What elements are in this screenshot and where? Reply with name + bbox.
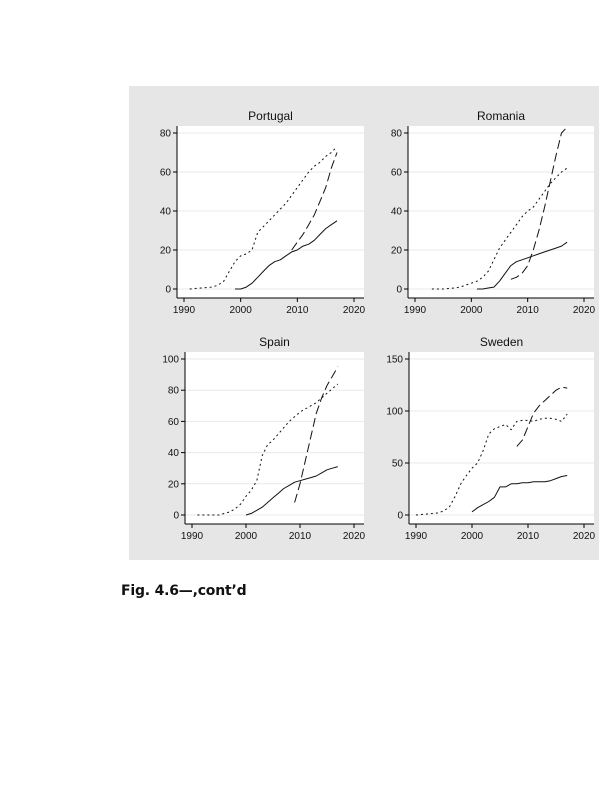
chart-title: Portugal [248, 109, 293, 123]
plot-area [408, 126, 594, 298]
series-line-solid [245, 466, 338, 516]
figure-caption: Fig. 4.6—,cont’d [121, 583, 247, 599]
y-tick-label: 0 [396, 285, 402, 296]
y-tick-label: 50 [392, 459, 404, 470]
x-tick-label: 2020 [343, 531, 366, 542]
y-tick-label: 0 [397, 511, 403, 522]
y-tick-label: 20 [168, 479, 180, 490]
y-tick-label: 60 [391, 168, 403, 179]
y-tick-label: 20 [391, 246, 403, 257]
x-tick-label: 2000 [460, 305, 483, 316]
chart-title: Sweden [480, 335, 523, 349]
y-tick-label: 0 [165, 285, 171, 296]
series-line-solid [477, 241, 568, 290]
x-tick-label: 2000 [235, 531, 258, 542]
series-line-dashed [291, 152, 338, 251]
y-tick-label: 0 [173, 511, 179, 522]
x-tick-label: 2010 [286, 305, 309, 316]
series-line-dotted [431, 167, 568, 290]
plot-area [409, 352, 594, 524]
y-tick-label: 80 [160, 129, 172, 140]
chart-sweden: 0 50 100 150 1990 2000 2010 2020 Sweden [386, 335, 595, 542]
x-tick-label: 2010 [289, 531, 312, 542]
x-tick-label: 2010 [517, 305, 540, 316]
y-tick-label: 100 [386, 407, 403, 418]
y-tick-label: 40 [391, 207, 403, 218]
x-tick-label: 1990 [173, 305, 196, 316]
y-tick-label: 80 [391, 129, 403, 140]
series-line-solid [471, 475, 568, 513]
x-tick-label: 1990 [181, 531, 204, 542]
series-line-dashed [510, 126, 568, 280]
x-tick-label: 1990 [404, 305, 427, 316]
chart-title: Spain [259, 335, 290, 349]
y-tick-label: 150 [386, 355, 403, 366]
x-tick-label: 2000 [230, 305, 253, 316]
x-tick-label: 2020 [573, 531, 596, 542]
y-tick-label: 100 [162, 355, 179, 366]
x-tick-label: 2010 [517, 531, 540, 542]
series-line-dashed [516, 386, 568, 447]
plot-area [177, 126, 364, 298]
x-tick-label: 1990 [405, 531, 428, 542]
y-tick-label: 20 [160, 246, 172, 257]
series-line-dashed [294, 366, 339, 503]
y-tick-label: 40 [168, 448, 180, 459]
y-tick-label: 80 [168, 386, 180, 397]
x-tick-label: 2000 [461, 531, 484, 542]
chart-romania: 0 20 40 60 80 1990 2000 2010 2020 Romania [391, 109, 596, 316]
figure-panel: 0 20 40 60 80 1990 2000 2010 2020 Portugal 0 20 40 60… [129, 86, 599, 560]
y-tick-label: 60 [160, 168, 172, 179]
y-tick-label: 40 [160, 207, 172, 218]
x-tick-label: 2020 [573, 305, 596, 316]
plot-area [185, 352, 364, 524]
series-line-solid [235, 220, 338, 290]
chart-portugal: 0 20 40 60 80 1990 2000 2010 2020 Portugal [160, 109, 366, 316]
y-tick-label: 60 [168, 417, 180, 428]
x-tick-label: 2020 [343, 305, 366, 316]
chart-spain: 0 20 40 60 80 100 1990 2000 2010 2020 Spain [162, 335, 365, 542]
chart-title: Romania [477, 109, 525, 123]
